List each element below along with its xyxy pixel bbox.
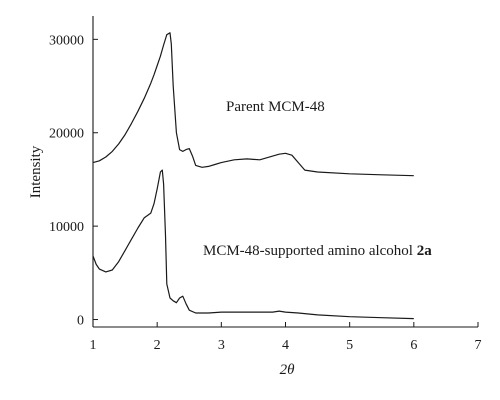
series-label-supported-2a: MCM-48-supported amino alcohol 2a: [203, 243, 432, 259]
y-tick-label: 20000: [49, 127, 84, 142]
x-tick-label: 5: [346, 338, 353, 353]
axes: [92, 16, 478, 328]
tick-labels: 1 2 3 4 5 6 7 0 10000 20000 30000: [49, 33, 482, 353]
series-line-parent-mcm48: [92, 32, 414, 177]
x-tick-label: 4: [282, 338, 289, 353]
series-label-parent-mcm48: Parent MCM-48: [226, 99, 325, 115]
x-tick-label: 1: [90, 338, 97, 353]
series-group: [92, 32, 414, 320]
x-tick-label: 2: [154, 338, 161, 353]
y-tick-label: 0: [77, 314, 84, 329]
x-tick-label: 3: [218, 338, 225, 353]
x-axis-label-symbol: 2θ: [280, 362, 296, 378]
x-axis-label: 2θ: [280, 362, 296, 378]
series-line-supported-2a: [92, 169, 414, 320]
series-label-supported-2a-text: MCM-48-supported amino alcohol: [203, 243, 417, 259]
ticks: [92, 38, 479, 327]
series-label-supported-2a-compound: 2a: [417, 243, 433, 259]
x-tick-label: 6: [410, 338, 417, 353]
y-axis-label: Intensity: [28, 145, 44, 198]
y-tick-label: 30000: [49, 33, 84, 48]
x-tick-label: 7: [475, 338, 482, 353]
series-label-parent-mcm48-text: Parent MCM-48: [226, 99, 325, 115]
y-tick-label: 10000: [49, 220, 84, 235]
